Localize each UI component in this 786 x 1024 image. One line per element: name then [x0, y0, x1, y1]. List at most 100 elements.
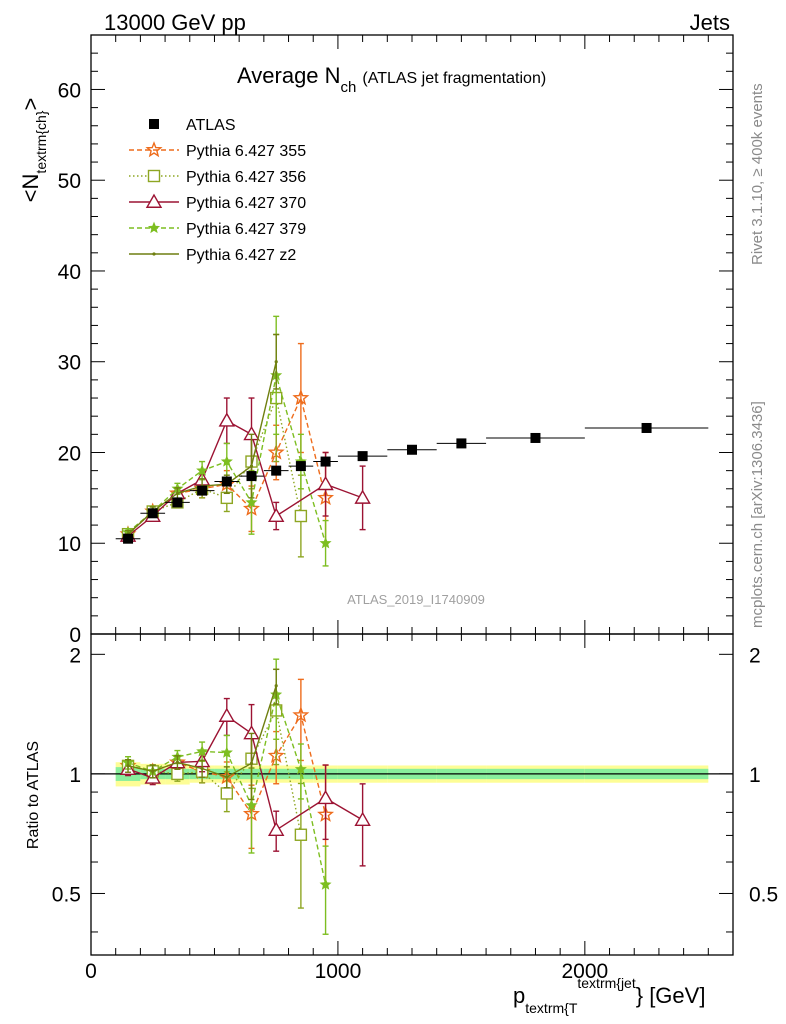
series-ratio-point [225, 775, 229, 779]
x-tick-label: 1000 [315, 960, 362, 983]
y-axis-label: <Ntextrm{ch}> [18, 98, 49, 203]
series-point [274, 360, 278, 364]
x-axis-label: ptextrm{T textrm{jet} [GeV] [513, 975, 705, 1016]
series-ratio-point [126, 764, 130, 768]
series-point [245, 496, 258, 508]
series-point [249, 464, 254, 468]
series-ratio-point [249, 761, 254, 765]
legend-label: Pythia 6.427 370 [186, 195, 306, 212]
series-point [354, 489, 371, 504]
series-ratio-point [220, 787, 234, 800]
title-sub: ch [341, 79, 357, 96]
series-ratio-point [294, 762, 307, 775]
reference-point [641, 422, 652, 433]
ratio-tick-label: 1 [69, 764, 81, 787]
reference-point [271, 465, 282, 476]
series-ratio-point [292, 706, 310, 723]
y-label-post: > [18, 98, 43, 111]
y-label-sub: textrm{ch} [33, 110, 49, 173]
x-label-tail: } [GeV] [636, 983, 706, 1008]
chart-title: Average Nch (ATLAS jet fragmentation) [237, 63, 546, 96]
ratio-tick-label: 2 [69, 644, 81, 667]
reference-point [456, 438, 467, 449]
ratio-y-label: Ratio to ATLAS [25, 741, 42, 849]
y-tick-label: 40 [58, 261, 81, 284]
series-point [317, 475, 334, 491]
y-tick-label: 50 [58, 170, 81, 193]
reference-point [197, 485, 208, 496]
series-ratio-point [218, 707, 236, 722]
legend: ATLAS Pythia 6.427 355 Pythia 6.427 356 Pyt… [129, 117, 306, 264]
x-tick-label: 0 [85, 960, 97, 983]
reference-point [407, 444, 417, 455]
series-line [127, 395, 302, 535]
watermark: ATLAS_2019_I1740909 [347, 592, 485, 607]
y-tick-label: 10 [58, 533, 81, 556]
series-layer [119, 315, 371, 935]
legend-label: Pythia 6.427 z2 [186, 247, 296, 264]
legend-label: Pythia 6.427 356 [186, 169, 306, 186]
reference-point [172, 497, 183, 508]
series-point [292, 389, 310, 406]
ratio-frame [90, 633, 734, 956]
legend-label: Pythia 6.427 379 [186, 221, 306, 238]
series-ratio-point [245, 798, 258, 811]
series-ratio-point [317, 789, 334, 805]
legend-label: Pythia 6.427 355 [186, 143, 306, 160]
reference-point [357, 451, 368, 462]
x-label-sup: textrm{jet [577, 975, 635, 991]
mcplots-label: mcplots.cern.ch [arXiv:1306.3436] [749, 401, 766, 628]
series-point [267, 507, 285, 522]
title-main: Average N [237, 63, 341, 88]
series-2 [119, 397, 371, 867]
legend-marker [145, 141, 163, 158]
header-right: Jets [690, 10, 730, 35]
legend-marker [152, 252, 156, 256]
series-point [218, 412, 236, 427]
legend-marker-reference [149, 119, 159, 129]
series-ratio-point [319, 878, 332, 890]
ratio-tick-label-right: 1 [749, 764, 761, 787]
x-tick-label: 2000 [561, 960, 608, 983]
series-ratio-point [354, 811, 371, 826]
series-point [294, 509, 308, 523]
ratio-tick-label-right: 2 [749, 644, 761, 667]
reference-point [530, 432, 541, 443]
series-point [175, 491, 180, 495]
reference-point [246, 471, 257, 482]
series-ratio-point [151, 769, 155, 773]
reference-point [295, 461, 306, 472]
y-tick-label: 30 [58, 352, 81, 375]
legend-label-reference: ATLAS [186, 117, 236, 134]
series-ratio-point [200, 766, 204, 771]
y-tick-label: 0 [69, 624, 81, 647]
series-point [220, 455, 233, 467]
legend-marker [147, 169, 161, 183]
reference-layer [115, 422, 709, 544]
axis-ticks: 0 10 20 30 40 50 60 0 1000 2000 0.5 0.5 1 1 2 2 [52, 35, 778, 983]
reference-point [221, 476, 232, 487]
series-point [319, 536, 332, 549]
x-label-main: p [513, 983, 525, 1008]
title-note: (ATLAS jet fragmentation) [362, 70, 546, 87]
series-ratio-point [175, 760, 180, 764]
reference-point [123, 533, 134, 544]
rivet-label: Rivet 3.1.10, ≥ 400k events [749, 83, 766, 265]
series-ratio-point [274, 684, 278, 688]
series-ratio-point [267, 821, 285, 836]
y-tick-label: 60 [58, 79, 81, 102]
series-ratio-point [220, 746, 233, 758]
ratio-uncertainty-band [91, 762, 733, 787]
series-ratio-point [171, 767, 184, 781]
series-ratio-point [196, 745, 209, 757]
series-4 [125, 333, 280, 801]
legend-marker [147, 221, 161, 234]
y-tick-label: 20 [58, 442, 81, 465]
series-1 [121, 333, 308, 909]
reference-point [147, 508, 158, 519]
reference-point [320, 456, 331, 467]
ratio-tick-label: 0.5 [52, 883, 81, 906]
y-label-pre: <N [18, 174, 43, 203]
series-ratio-point [294, 828, 308, 841]
